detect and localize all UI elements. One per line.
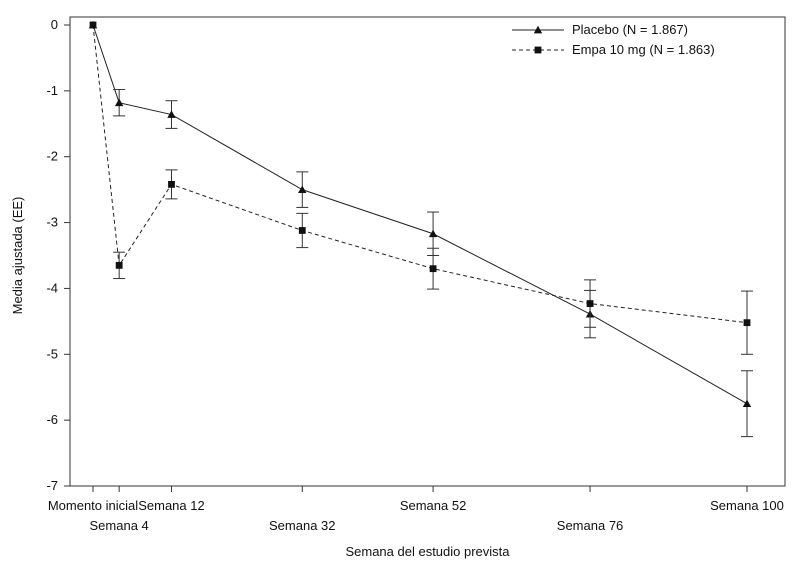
x-tick-label: Semana 76: [557, 518, 624, 533]
series-line: [92, 24, 748, 405]
data-point: [743, 319, 751, 327]
legend-marker: [533, 25, 543, 34]
series-line: [92, 24, 748, 324]
y-tick-label: -3: [46, 215, 58, 230]
data-point: [298, 185, 307, 194]
data-point: [167, 110, 176, 118]
data-point: [429, 265, 437, 273]
x-tick-label: Semana 100: [710, 498, 784, 513]
data-point: [114, 98, 124, 107]
data-point: [742, 399, 752, 408]
x-axis-label: Semana del estudio prevista: [345, 544, 510, 559]
data-point: [428, 229, 438, 238]
legend-marker: [534, 46, 542, 54]
series-layer: [88, 20, 753, 438]
x-tick-label: Semana 32: [269, 518, 336, 533]
legend: Placebo (N = 1.867) Empa 10 mg (N = 1.863…: [512, 22, 715, 57]
data-point: [586, 300, 594, 307]
y-tick-label: 0: [51, 17, 58, 32]
series-empa: [89, 21, 753, 355]
data-point: [298, 227, 306, 234]
x-tick-label: Semana 12: [138, 498, 205, 513]
y-tick-label: -5: [46, 346, 58, 361]
series-placebo: [88, 20, 753, 438]
y-axis-label: Media ajustada (EE): [10, 197, 25, 315]
y-tick-label: -7: [46, 478, 58, 493]
data-point: [115, 261, 123, 269]
y-tick-label: -6: [46, 412, 58, 427]
y-tick-label: -1: [46, 83, 58, 98]
legend-label: Empa 10 mg (N = 1.863): [572, 42, 715, 57]
x-tick-label: Semana 52: [400, 498, 467, 513]
legend-label: Placebo (N = 1.867): [572, 22, 688, 37]
y-tick-label: -4: [46, 280, 58, 295]
data-point: [168, 180, 175, 188]
y-tick-label: -2: [46, 149, 58, 164]
plot-frame: [69, 16, 786, 487]
x-tick-label: Semana 4: [90, 518, 149, 533]
x-tick-label: Momento inicial: [48, 498, 138, 513]
data-point: [89, 21, 97, 29]
axes: 0 -1 -2 -3 -4 -5 -6 -7 Momento inicial Semana 4 Se…: [46, 16, 786, 533]
